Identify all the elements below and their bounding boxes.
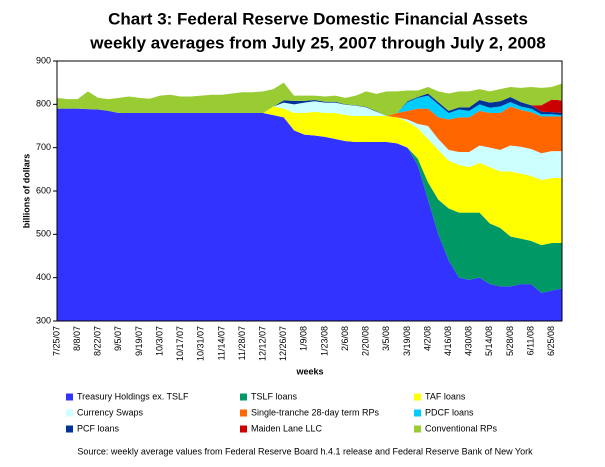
x-tick-label: 4/16/08 <box>443 326 453 356</box>
x-axis-title: weeks <box>295 366 323 376</box>
x-tick-label: 10/31/07 <box>196 326 206 361</box>
x-tick-label: 1/23/08 <box>319 326 329 356</box>
legend-label: Conventional RPs <box>425 423 498 433</box>
areas <box>57 82 562 322</box>
x-tick-label: 10/3/07 <box>154 326 164 356</box>
chart-title: Chart 3: Federal Reserve Domestic Financ… <box>108 9 528 28</box>
x-tick-label: 1/9/08 <box>299 326 309 351</box>
legend-label: PDCF loans <box>425 407 474 417</box>
legend-swatch <box>414 425 421 433</box>
legend-label: Currency Swaps <box>77 407 144 417</box>
x-tick-label: 8/22/07 <box>93 326 103 356</box>
x-tick-label: 11/14/07 <box>216 326 226 360</box>
y-tick-label: 400 <box>36 272 51 282</box>
x-tick-label: 5/28/08 <box>505 326 515 356</box>
area <box>57 101 562 154</box>
y-tick-label: 300 <box>36 315 51 325</box>
x-tick-label: 3/5/08 <box>381 326 391 351</box>
x-tick-label: 3/19/08 <box>402 326 412 356</box>
area <box>57 82 562 117</box>
legend-swatch <box>414 409 421 417</box>
legend-swatch <box>414 393 421 401</box>
area <box>57 108 562 293</box>
legend-label: TAF loans <box>425 391 466 401</box>
x-tick-label: 4/2/08 <box>422 326 432 351</box>
x-tick-label: 6/11/08 <box>525 326 535 355</box>
area <box>57 95 562 120</box>
legend-swatch <box>66 409 73 417</box>
x-tick-label: 9/19/07 <box>134 326 144 356</box>
legend-label: Maiden Lane LLC <box>251 423 323 433</box>
x-tick-label: 9/5/07 <box>113 326 123 351</box>
y-tick-label: 600 <box>36 185 51 195</box>
legend-label: PCF loans <box>77 423 120 433</box>
x-tick-label: 6/25/08 <box>546 326 556 356</box>
legend-label: TSLF loans <box>251 391 298 401</box>
x-tick-label: 8/8/07 <box>72 326 82 351</box>
legend-label: Treasury Holdings ex. TSLF <box>77 391 189 401</box>
y-tick-label: 800 <box>36 99 51 109</box>
legend-swatch <box>66 425 73 433</box>
legend-swatch <box>240 425 247 433</box>
y-tick-label: 500 <box>36 229 51 239</box>
y-axis-title: billions of dollars <box>21 154 31 229</box>
y-tick-label: 700 <box>36 142 51 152</box>
legend-label: Single-tranche 28-day term RPs <box>251 407 380 417</box>
legend-swatch <box>66 393 73 401</box>
y-tick-label: 900 <box>36 55 51 65</box>
x-tick-label: 11/28/07 <box>237 326 247 360</box>
x-tick-label: 12/26/07 <box>278 326 288 361</box>
area <box>57 106 562 246</box>
x-tick-label: 2/6/08 <box>340 326 350 351</box>
x-tick-label: 4/30/08 <box>464 326 474 356</box>
x-tick-label: 10/17/07 <box>175 326 185 361</box>
x-tick-label: 7/25/07 <box>51 326 61 356</box>
x-tick-label: 5/14/08 <box>484 326 494 356</box>
legend-swatch <box>240 409 247 417</box>
area <box>57 108 562 322</box>
legend-swatch <box>240 393 247 401</box>
chart-subtitle: weekly averages from July 25, 2007 throu… <box>89 33 545 52</box>
x-tick-label: 2/20/08 <box>361 326 371 356</box>
source-note: Source: weekly average values from Feder… <box>77 446 533 456</box>
x-tick-label: 12/12/07 <box>257 326 267 361</box>
